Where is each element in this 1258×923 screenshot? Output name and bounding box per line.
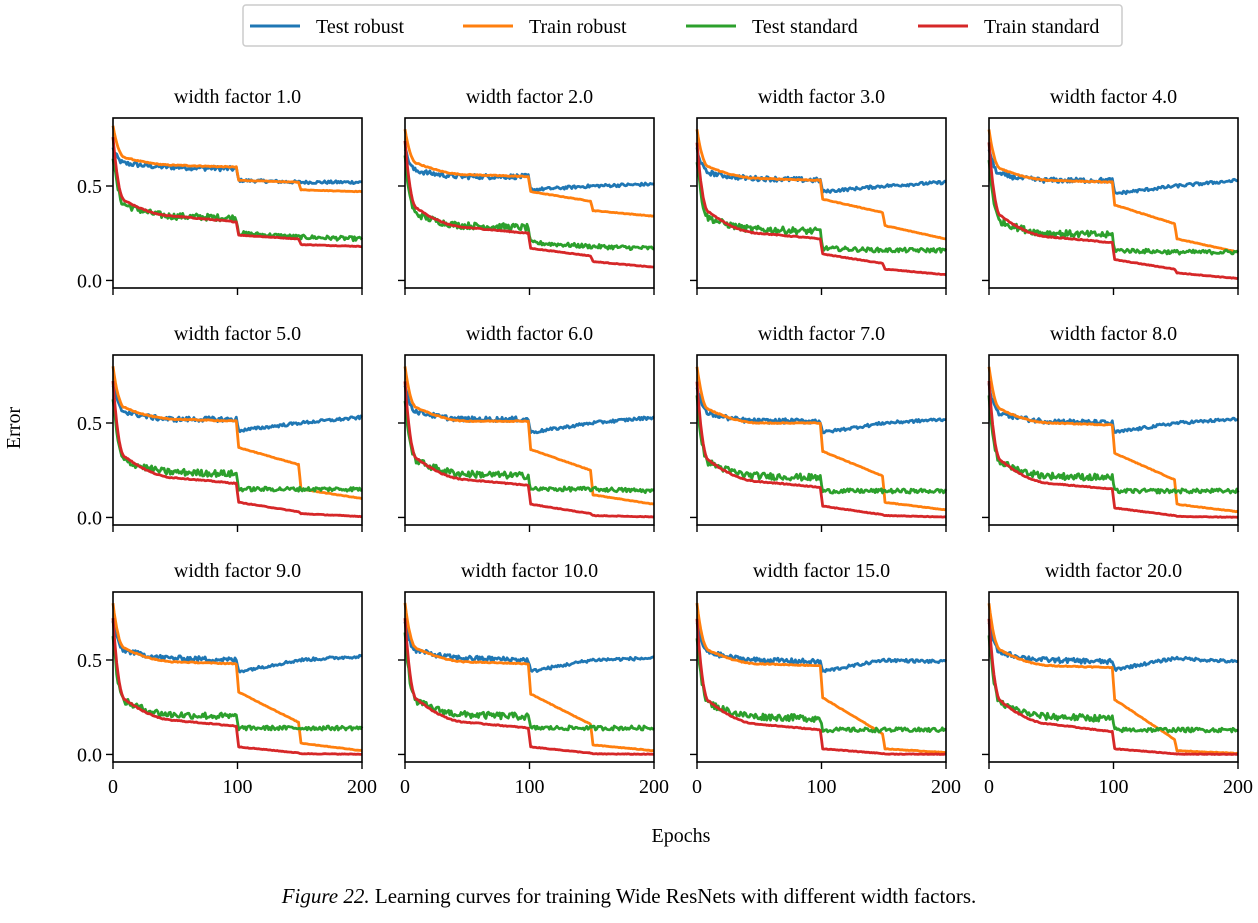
legend-entry-0: Test robust xyxy=(250,16,404,38)
panel-title: width factor 4.0 xyxy=(1050,86,1177,108)
panel-7: width factor 7.0 xyxy=(690,323,948,532)
y-tick-label: 0.0 xyxy=(77,507,102,529)
legend-label: Test standard xyxy=(752,16,858,38)
caption-label: Figure 22. xyxy=(281,884,370,908)
series-line-train-standard xyxy=(111,380,363,519)
panel-3: width factor 3.0 xyxy=(690,86,948,295)
panel-5: width factor 5.0 0.0 0.5 xyxy=(77,323,363,532)
legend-label: Train standard xyxy=(984,16,1099,38)
series-line-test-standard xyxy=(111,635,364,732)
figure-caption: Figure 22. Learning curves for training … xyxy=(0,884,1258,909)
legend-box xyxy=(242,4,1123,47)
y-tick-label: 0.5 xyxy=(77,176,102,198)
series-line-train-robust xyxy=(987,603,1239,755)
series-line-train-robust xyxy=(695,129,947,241)
panel-6: width factor 6.0 xyxy=(398,323,655,532)
series-line-train-robust xyxy=(695,366,947,512)
panel-title: width factor 9.0 xyxy=(174,560,301,582)
series-line-train-standard xyxy=(111,618,363,756)
x-tick-label: 0 xyxy=(984,776,994,798)
y-tick-label: 0.0 xyxy=(77,270,102,292)
panel-title: width factor 20.0 xyxy=(1045,560,1182,582)
x-tick-label: 0 xyxy=(400,776,410,798)
y-axis-label: Error xyxy=(3,407,25,450)
panel-frame xyxy=(112,117,363,289)
series-line-test-robust xyxy=(987,622,1239,672)
series-line-train-robust xyxy=(987,366,1239,514)
series-line-train-standard xyxy=(987,618,1239,756)
legend-label: Test robust xyxy=(316,16,404,38)
panel-4: width factor 4.0 xyxy=(982,86,1240,295)
panel-title: width factor 3.0 xyxy=(758,86,885,108)
x-tick-label: 0 xyxy=(108,776,118,798)
y-tick-label: 0.5 xyxy=(77,413,102,435)
x-tick-label: 200 xyxy=(639,776,669,798)
panel-title: width factor 5.0 xyxy=(174,323,301,345)
legend-label: Train robust xyxy=(529,16,627,38)
x-tick-label: 0 xyxy=(692,776,702,798)
series-line-test-standard xyxy=(987,159,1240,256)
x-tick-label: 200 xyxy=(931,776,961,798)
series-line-test-standard xyxy=(111,399,363,493)
series-line-train-standard xyxy=(403,140,655,269)
series-line-train-robust xyxy=(695,602,947,755)
panel-2: width factor 2.0 xyxy=(398,86,655,295)
series-line-test-standard xyxy=(987,635,1239,734)
series-line-train-standard xyxy=(695,381,947,519)
series-line-train-standard xyxy=(987,380,1239,519)
series-line-train-standard xyxy=(987,142,1239,280)
panel-8: width factor 8.0 xyxy=(982,323,1240,532)
series-line-test-standard xyxy=(695,638,947,734)
series-line-train-robust xyxy=(111,366,363,501)
x-tick-label: 100 xyxy=(807,776,837,798)
legend-entry-2: Test standard xyxy=(686,16,858,38)
x-tick-label: 200 xyxy=(1223,776,1253,798)
series-line-train-standard xyxy=(695,142,947,277)
series-line-train-standard xyxy=(403,618,655,756)
y-tick-label: 0.0 xyxy=(77,744,102,766)
series-line-train-standard xyxy=(111,136,363,249)
series-line-train-robust xyxy=(403,602,655,753)
panel-10: width factor 10.0 0 100 200 xyxy=(398,560,669,798)
panels-grid: width factor 1.0 0.0 0.5 width factor 2.0 wi… xyxy=(77,86,1253,798)
series-line-test-robust xyxy=(695,622,947,674)
x-tick-label: 200 xyxy=(347,776,377,798)
series-line-test-standard xyxy=(403,400,655,494)
caption-text: Learning curves for training Wide ResNet… xyxy=(374,884,977,908)
x-tick-label: 100 xyxy=(223,776,253,798)
series-line-test-standard xyxy=(987,395,1240,495)
panel-title: width factor 6.0 xyxy=(466,323,593,345)
panel-title: width factor 8.0 xyxy=(1050,323,1177,345)
series-line-test-standard xyxy=(403,632,655,732)
x-tick-label: 100 xyxy=(1099,776,1129,798)
series-line-train-robust xyxy=(987,129,1239,254)
x-tick-label: 100 xyxy=(515,776,545,798)
series-line-train-robust xyxy=(111,603,363,753)
x-axis-label: Epochs xyxy=(652,825,711,847)
y-tick-label: 0.5 xyxy=(77,650,102,672)
series-line-train-robust xyxy=(403,366,655,506)
panel-frame xyxy=(696,117,947,289)
series-line-train-robust xyxy=(403,129,655,218)
learning-curves-chart: Test robust Train robust Test standard Trai… xyxy=(3,4,1253,847)
legend: Test robust Train robust Test standard Trai… xyxy=(242,4,1123,47)
series-line-train-standard xyxy=(403,381,655,519)
panel-12: width factor 20.0 0 100 200 xyxy=(982,560,1253,798)
series-line-test-standard xyxy=(695,395,948,495)
panel-title: width factor 15.0 xyxy=(753,560,890,582)
panel-title: width factor 1.0 xyxy=(174,86,301,108)
legend-entry-3: Train standard xyxy=(918,16,1099,38)
panel-9: width factor 9.0 0.0 0.5 0 100 200 xyxy=(77,560,377,798)
panel-title: width factor 7.0 xyxy=(758,323,885,345)
series-line-train-robust xyxy=(111,125,363,194)
legend-entry-1: Train robust xyxy=(463,16,627,38)
panel-title: width factor 10.0 xyxy=(461,560,598,582)
panel-1: width factor 1.0 0.0 0.5 xyxy=(77,86,364,295)
series-line-train-standard xyxy=(695,618,947,756)
panel-title: width factor 2.0 xyxy=(466,86,593,108)
panel-11: width factor 15.0 0 100 200 xyxy=(690,560,961,798)
